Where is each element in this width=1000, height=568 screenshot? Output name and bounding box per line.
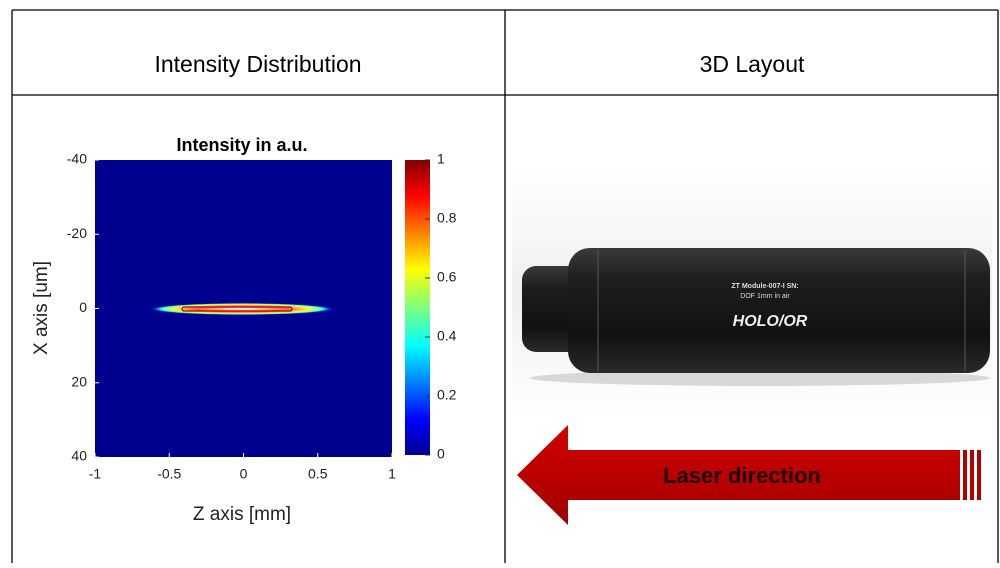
logo: HOLO/OR (733, 313, 808, 330)
y-tick-label: 20 (71, 373, 87, 389)
beam-core (181, 306, 293, 312)
colorbar-tick-label: 0 (437, 446, 445, 462)
beam (150, 303, 334, 315)
shadow (530, 370, 990, 386)
y-tick-label: 0 (79, 299, 87, 315)
x-tick-label: -1 (89, 466, 102, 482)
product-photo: ZT Module-007-I SN: DOF 1mm in air HOLO/… (512, 170, 992, 525)
heatmap-chart: Intensity in a.u. X axis [um] Z axis [mm… (31, 135, 457, 525)
x-axis-label: Z axis [mm] (193, 504, 291, 525)
colorbar-tick-label: 0.4 (437, 328, 457, 344)
cylinder (568, 248, 990, 373)
header-cell: 3D Layout (700, 51, 805, 77)
x-tick-label: 0.5 (308, 466, 328, 482)
y-tick-label: -20 (67, 225, 87, 241)
colorbar-tick-label: 1 (437, 151, 445, 167)
x-tick-label: 1 (388, 466, 396, 482)
arrow-label: Laser direction (663, 463, 821, 488)
colorbar-tick-label: 0.6 (437, 269, 457, 285)
arrow (517, 425, 960, 525)
y-axis-label: X axis [um] (31, 261, 52, 355)
colorbar-tick-label: 0.2 (437, 387, 457, 403)
arrow-stripe (963, 450, 967, 500)
y-tick-label: -40 (67, 151, 87, 167)
front-cap (522, 266, 582, 352)
table-grid (11, 9, 999, 563)
x-tick-label: -0.5 (157, 466, 181, 482)
header-cell: Intensity Distribution (154, 51, 361, 77)
label-line: DOF 1mm in air (740, 293, 790, 300)
colorbar (405, 160, 430, 455)
chart-title: Intensity in a.u. (176, 135, 307, 155)
arrow-stripe (970, 450, 974, 500)
arrow-stripe (977, 450, 981, 500)
x-tick-label: 0 (240, 466, 248, 482)
label-line: ZT Module-007-I SN: (731, 283, 798, 290)
colorbar-tick-label: 0.8 (437, 210, 457, 226)
y-tick-label: 40 (71, 448, 87, 464)
